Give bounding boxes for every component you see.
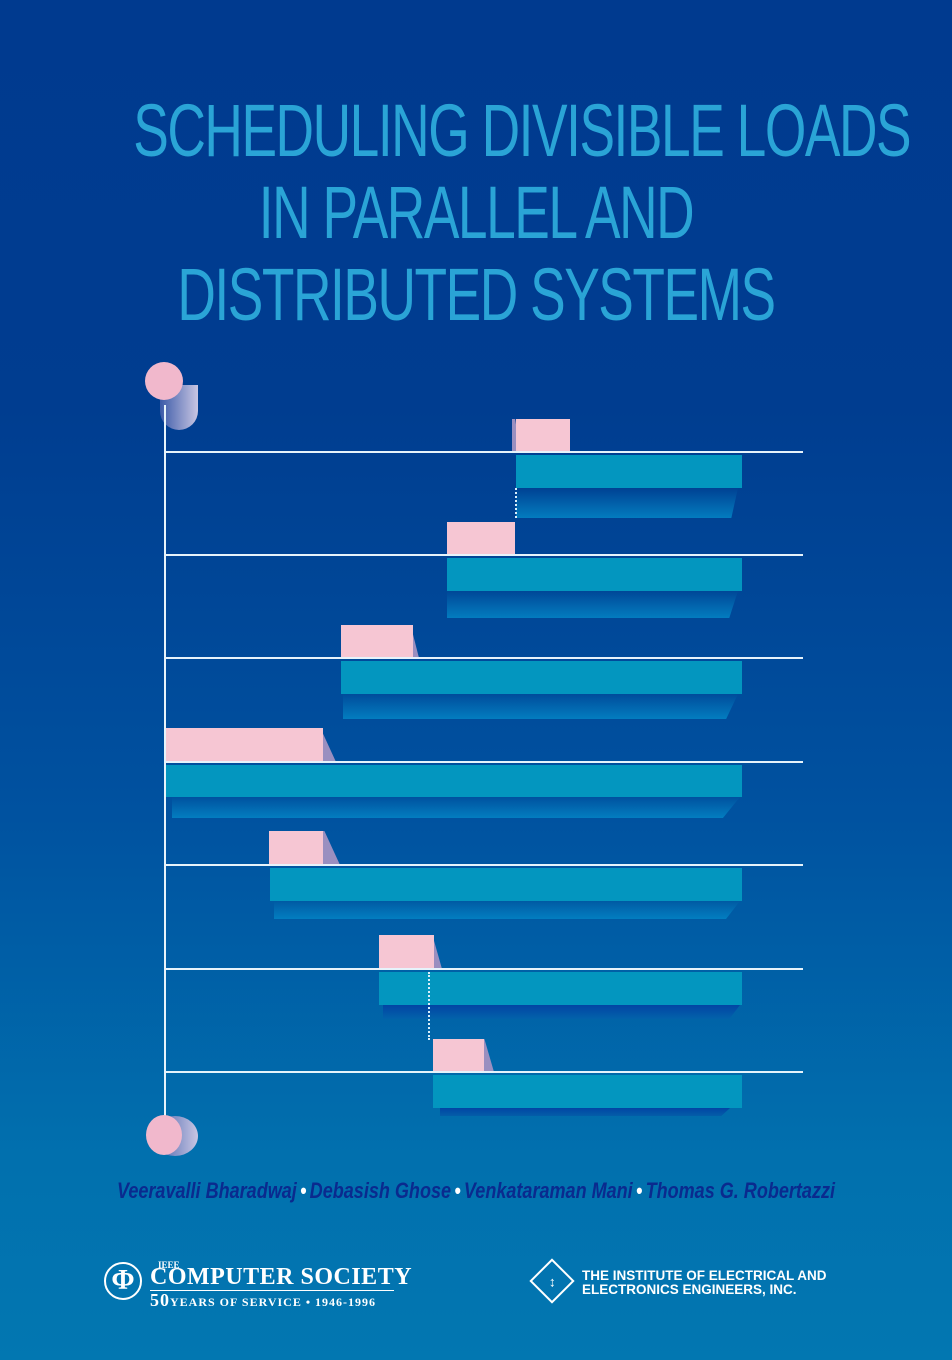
processor-line-6 [165, 968, 803, 970]
computation-bar-reflection-2 [447, 591, 738, 618]
author-3: Venkataraman Mani [463, 1178, 633, 1203]
processor-line-7 [165, 1071, 803, 1073]
computation-bar-reflection-3 [343, 694, 738, 719]
communication-block-5 [269, 831, 323, 865]
computer-society-name: COMPUTER SOCIETY [150, 1264, 413, 1290]
top-cylinder-cap [145, 362, 183, 400]
title-line-2: IN PARALLEL AND [258, 171, 695, 254]
computation-bar-reflection-7 [440, 1108, 730, 1116]
processor-line-1 [165, 451, 803, 453]
ieee-small-label: IEEE [158, 1260, 180, 1270]
computation-bar-6 [379, 972, 742, 1005]
computation-bar-7 [433, 1075, 742, 1108]
anniversary-line: 50YEARS OF SERVICE • 1946-1996 [150, 1290, 377, 1310]
ieee-name-line-2: ELECTRONICS ENGINEERS, INC. [582, 1282, 797, 1297]
book-title: SCHEDULING DIVISIBLE LOADS IN PARALLEL A… [133, 89, 911, 336]
sync-dotted-line-2 [428, 972, 430, 1040]
ieee-name-line-1: THE INSTITUTE OF ELECTRICAL AND [582, 1268, 827, 1283]
separator-dot: • [300, 1178, 307, 1203]
divider [150, 1290, 394, 1291]
author-2: Debasish Ghose [309, 1178, 452, 1203]
separator-dot: • [635, 1178, 643, 1203]
ieee-diamond-icon: ↕ [529, 1258, 575, 1304]
sync-dotted-line-1 [515, 488, 517, 518]
author-1: Veeravalli Bharadwaj [116, 1178, 297, 1203]
computation-bar-2 [447, 558, 742, 591]
communication-block-6 [379, 935, 434, 969]
processor-line-4 [165, 761, 803, 763]
computation-bar-3 [341, 661, 742, 694]
time-axis-line [164, 405, 166, 1125]
computation-bar-1 [516, 455, 742, 488]
computation-bar-reflection-5 [274, 901, 740, 919]
computation-bar-reflection-6 [383, 1005, 740, 1019]
processor-line-5 [165, 864, 803, 866]
timing-diagram-illustration [145, 362, 803, 1156]
computation-bar-reflection-1 [516, 488, 738, 518]
computation-bar-4 [166, 765, 742, 797]
ieee-name: THE INSTITUTE OF ELECTRICAL AND ELECTRON… [582, 1269, 827, 1297]
computer-society-phi-icon: Φ [104, 1262, 142, 1300]
title-line-3: DISTRIBUTED SYSTEMS [177, 253, 776, 336]
communication-block-1 [516, 419, 570, 452]
bottom-cylinder-cap [146, 1115, 182, 1155]
processor-line-2 [165, 554, 803, 556]
separator-dot: • [454, 1178, 461, 1203]
communication-block-7 [433, 1039, 484, 1072]
computation-bar-reflection-4 [172, 797, 740, 818]
author-list: Veeravalli Bharadwaj • Debasish Ghose • Venk… [86, 1178, 867, 1204]
title-line-1: SCHEDULING DIVISIBLE LOADS [133, 89, 911, 172]
computation-bar-5 [270, 868, 742, 901]
communication-block-3 [341, 625, 413, 658]
communication-block-2 [447, 522, 515, 555]
communication-block-4 [166, 728, 323, 762]
author-4: Thomas G. Robertazzi [645, 1178, 836, 1203]
processor-line-3 [165, 657, 803, 659]
